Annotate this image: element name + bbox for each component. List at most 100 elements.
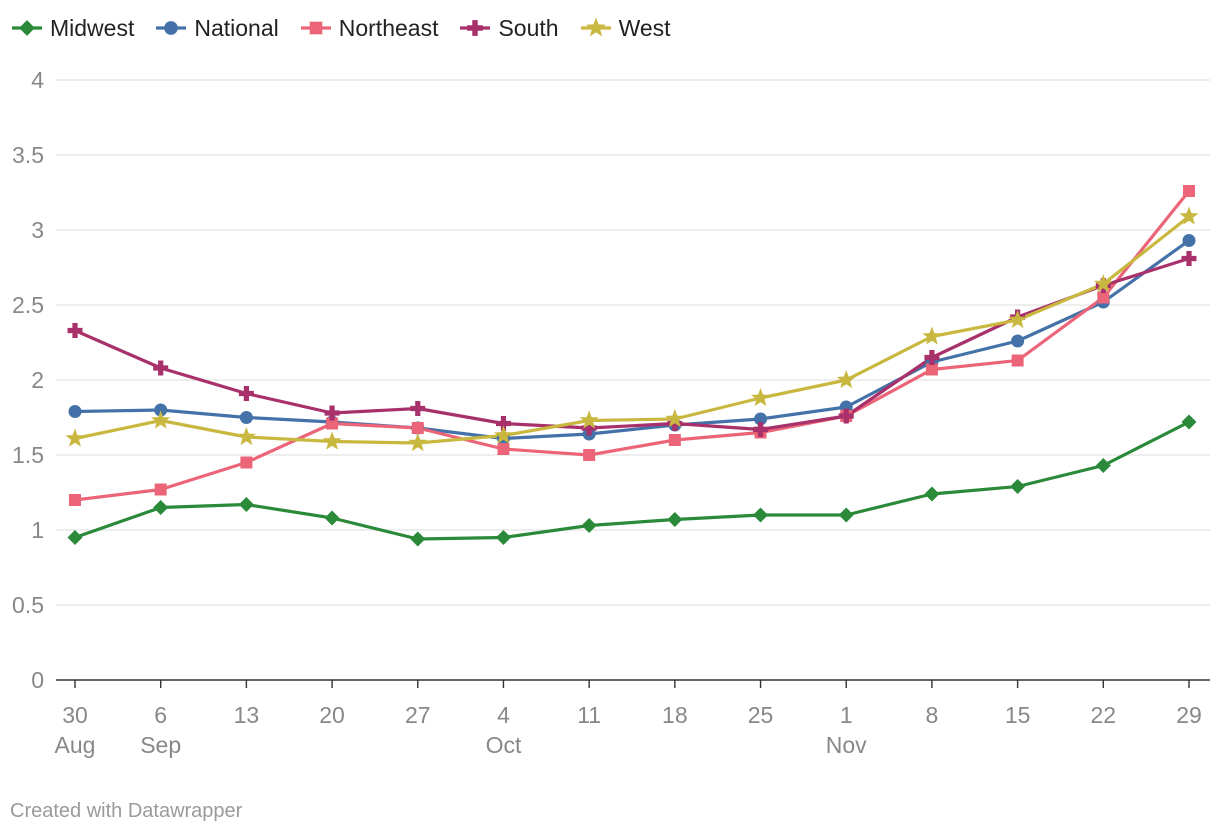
x-tick-label-13-sep: 13 — [234, 702, 260, 728]
point-northeast-20-sep — [326, 417, 339, 430]
x-tick-label-1-nov: 1 — [840, 702, 853, 728]
point-south-25-oct — [753, 422, 769, 437]
x-tick-month-oct: Oct — [486, 732, 522, 758]
x-tick-label-27-sep: 27 — [405, 702, 431, 728]
point-midwest-25-oct — [753, 507, 769, 523]
point-south-6-sep — [153, 360, 169, 376]
x-tick-label-29-nov: 29 — [1176, 702, 1202, 728]
y-axis: 0 0.5 1 1.5 2 2.5 3 3.5 4 — [12, 67, 44, 693]
grid-lines — [56, 79, 1210, 681]
point-northeast-22-nov — [1097, 291, 1110, 304]
series-markers — [65, 185, 1199, 547]
x-tick-label-18-oct: 18 — [662, 702, 688, 728]
x-tick-month-nov: Nov — [826, 732, 867, 758]
point-northeast-13-sep — [240, 456, 253, 469]
point-national-6-sep — [154, 403, 168, 417]
legend-label-national: National — [194, 14, 279, 41]
point-northeast-15-nov — [1011, 354, 1024, 367]
y-tick-label-3: 3 — [31, 217, 44, 243]
point-west-8-nov — [922, 326, 942, 345]
x-tick-label-4-oct: 4 — [497, 702, 510, 728]
x-tick-label-11-oct: 11 — [577, 702, 601, 728]
x-tick-label-22-nov: 22 — [1091, 702, 1117, 728]
legend-swatch-south — [460, 20, 491, 36]
point-midwest-18-oct — [667, 512, 683, 527]
point-northeast-6-sep — [154, 483, 167, 496]
x-axis: 30 Aug 6 Sep 13 20 27 4 Oct 11 18 25 1 Nov 8 15 22 29 — [55, 680, 1202, 758]
series-line-midwest — [73, 420, 1191, 541]
point-west-25-oct — [751, 388, 771, 407]
x-tick-label-30-aug: 30 — [62, 702, 88, 728]
legend-label-northeast: Northeast — [338, 14, 439, 41]
series-line-national — [73, 238, 1191, 441]
x-tick-label-25-oct: 25 — [748, 702, 774, 728]
point-midwest-8-nov — [924, 486, 940, 502]
legend-item-northeast[interactable]: Northeast — [299, 14, 439, 42]
point-northeast-18-oct — [668, 434, 681, 446]
x-tick-label-20-sep: 20 — [319, 702, 345, 728]
y-tick-label-0: 0 — [31, 667, 44, 693]
legend-item-national[interactable]: National — [154, 14, 279, 42]
legend-swatch-west — [580, 17, 611, 37]
legend-marker-national — [164, 21, 179, 35]
point-northeast-11-oct — [583, 449, 596, 461]
point-south-13-sep — [238, 386, 254, 401]
point-northeast-4-oct — [497, 443, 510, 455]
series-line-northeast — [73, 189, 1191, 502]
legend-item-midwest[interactable]: Midwest — [10, 15, 134, 42]
series-lines — [73, 189, 1191, 541]
point-south-8-nov — [924, 350, 940, 365]
datawrapper-credit[interactable]: Created with Datawrapper — [10, 800, 243, 822]
point-west-11-oct — [579, 410, 599, 429]
point-midwest-22-nov — [1095, 458, 1111, 473]
x-tick-label-8-nov: 8 — [926, 702, 939, 728]
legend-label-midwest: Midwest — [50, 14, 135, 41]
point-midwest-13-sep — [238, 497, 254, 512]
point-midwest-6-sep — [153, 500, 169, 515]
chart-legend: Midwest National Northeast South West — [10, 12, 671, 44]
legend-marker-west — [585, 17, 606, 37]
point-west-1-nov — [836, 370, 856, 389]
legend-swatch-national — [156, 21, 187, 35]
point-south-29-nov — [1181, 251, 1197, 266]
x-tick-month-aug: Aug — [55, 732, 96, 758]
point-south-18-oct — [667, 416, 683, 431]
point-west-4-oct — [493, 425, 513, 444]
point-south-11-oct — [581, 420, 597, 436]
point-national-25-oct — [754, 412, 768, 426]
y-tick-label-4: 4 — [31, 67, 44, 93]
point-west-13-sep — [236, 427, 256, 446]
legend-label-west: West — [618, 14, 671, 41]
y-tick-label-2-5: 2.5 — [12, 292, 44, 318]
point-west-27-sep — [408, 433, 428, 452]
point-south-27-sep — [410, 401, 426, 416]
point-midwest-1-nov — [838, 507, 854, 523]
legend-swatch-midwest — [12, 20, 42, 36]
point-national-30-aug — [68, 405, 82, 418]
x-tick-month-sep: Sep — [140, 732, 181, 758]
point-national-29-nov — [1182, 234, 1196, 247]
point-midwest-20-sep — [324, 510, 340, 526]
y-tick-label-3-5: 3.5 — [12, 142, 44, 168]
series-line-west — [73, 214, 1191, 445]
y-tick-label-0-5: 0.5 — [12, 592, 44, 618]
point-midwest-11-oct — [581, 518, 597, 533]
point-midwest-15-nov — [1010, 479, 1026, 494]
point-northeast-30-aug — [69, 494, 81, 506]
legend-item-south[interactable]: South — [458, 15, 559, 42]
legend-item-west[interactable]: West — [579, 15, 671, 42]
y-tick-label-2: 2 — [31, 367, 44, 393]
point-west-30-aug — [65, 428, 85, 447]
point-northeast-8-nov — [925, 363, 938, 376]
point-west-18-oct — [665, 409, 685, 428]
point-south-4-oct — [495, 416, 511, 431]
point-national-15-nov — [1011, 334, 1025, 348]
legend-marker-midwest — [19, 20, 35, 36]
point-northeast-27-sep — [411, 422, 424, 434]
point-south-1-nov — [838, 408, 854, 424]
point-midwest-29-nov — [1181, 414, 1197, 430]
x-tick-label-6-sep: 6 — [154, 702, 167, 728]
point-midwest-4-oct — [495, 530, 511, 545]
y-tick-label-1-5: 1.5 — [12, 442, 44, 468]
